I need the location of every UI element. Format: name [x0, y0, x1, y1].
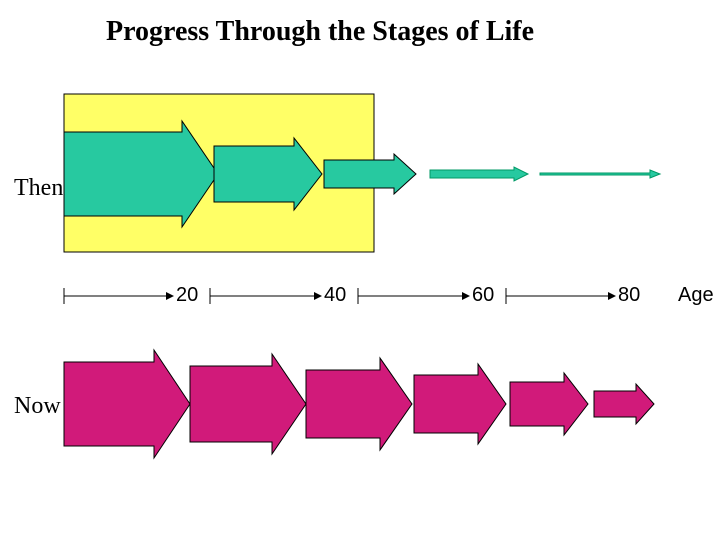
axis-arrowhead-3 [608, 292, 616, 300]
now-arrow-4 [510, 373, 588, 435]
axis-value-60: 60 [472, 284, 494, 307]
then-arrow-3 [430, 167, 528, 181]
axis-value-20: 20 [176, 284, 198, 307]
now-arrow-3 [414, 364, 506, 444]
diagram-svg [0, 0, 720, 540]
now-arrow-5 [594, 384, 654, 424]
now-arrow-1 [190, 354, 306, 454]
then-arrow-4 [540, 170, 660, 178]
axis-arrowhead-1 [314, 292, 322, 300]
axis-arrowhead-0 [166, 292, 174, 300]
now-arrow-0 [64, 350, 190, 458]
axis-value-80: 80 [618, 284, 640, 307]
then-arrow-2 [324, 154, 416, 194]
axis-value-40: 40 [324, 284, 346, 307]
axis-end-label: Age [678, 284, 714, 307]
axis-arrowhead-2 [462, 292, 470, 300]
now-arrow-2 [306, 358, 412, 450]
